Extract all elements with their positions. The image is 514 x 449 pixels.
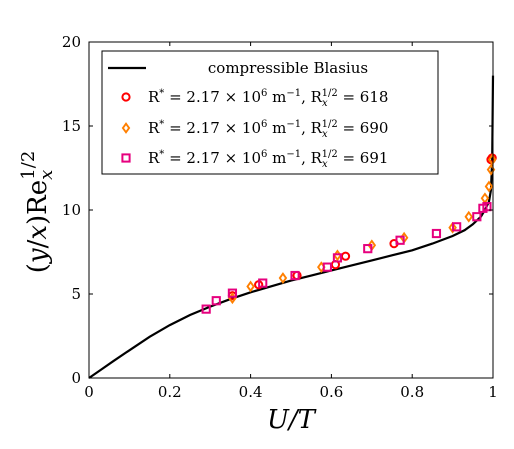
data-point-series-3-5 xyxy=(322,262,332,272)
series-line-blasius xyxy=(88,75,495,379)
data-point-series-2-10 xyxy=(484,180,494,193)
x-tick-label-4: 0.8 xyxy=(400,383,424,401)
data-point-series-3-7 xyxy=(363,244,373,254)
data-point-series-3-13 xyxy=(482,202,492,212)
data-point-series-3-4 xyxy=(290,270,300,281)
data-point-series-2-12 xyxy=(487,153,497,166)
y-tick-label-2: 10 xyxy=(62,201,81,219)
data-point-series-3-3 xyxy=(258,278,268,288)
legend-swatch-3 xyxy=(121,153,131,163)
data-point-series-2-4 xyxy=(333,249,342,262)
data-point-series-2-1 xyxy=(246,280,255,293)
x-axis-label: U/T xyxy=(267,405,317,435)
y-tick-label-4: 20 xyxy=(62,33,81,51)
data-point-series-2-2 xyxy=(278,272,288,284)
legend-label-3: R* = 2.17 × 106 m−1, Rx1/2 = 691 xyxy=(148,149,388,170)
data-point-series-2-9 xyxy=(480,192,490,205)
x-tick-label-2: 0.4 xyxy=(239,383,263,401)
data-point-series-3-9 xyxy=(431,228,442,239)
legend-label-blasius: compressible Blasius xyxy=(208,59,368,77)
data-point-series-3-0 xyxy=(201,304,211,314)
data-point-series-3-11 xyxy=(472,212,482,222)
y-tick-label-1: 5 xyxy=(71,285,81,303)
data-point-series-3-8 xyxy=(395,235,405,245)
x-tick-label-0: 0 xyxy=(84,383,94,401)
legend-swatch-1 xyxy=(121,92,131,102)
x-tick-label-1: 0.2 xyxy=(158,383,182,401)
x-tick-label-3: 0.6 xyxy=(319,383,343,401)
data-point-series-2-8 xyxy=(464,210,474,223)
y-tick-label-0: 0 xyxy=(71,369,81,387)
legend-swatch-2 xyxy=(121,122,131,134)
y-tick-label-3: 15 xyxy=(62,117,81,135)
data-point-series-3-6 xyxy=(332,253,343,263)
legend-label-2: R* = 2.17 × 106 m−1, Rx1/2 = 690 xyxy=(148,119,388,140)
data-point-series-3-1 xyxy=(211,296,221,306)
data-point-series-3-10 xyxy=(452,222,462,232)
legend-box xyxy=(101,50,439,175)
legend-label-1: R* = 2.17 × 106 m−1, Rx1/2 = 618 xyxy=(148,88,388,109)
data-point-series-2-7 xyxy=(448,221,457,234)
data-point-series-1-4 xyxy=(340,251,351,261)
data-point-series-3-2 xyxy=(227,288,238,298)
y-axis-label: (y/x)Rex1/2 xyxy=(18,151,57,274)
x-tick-label-5: 1 xyxy=(488,383,498,401)
